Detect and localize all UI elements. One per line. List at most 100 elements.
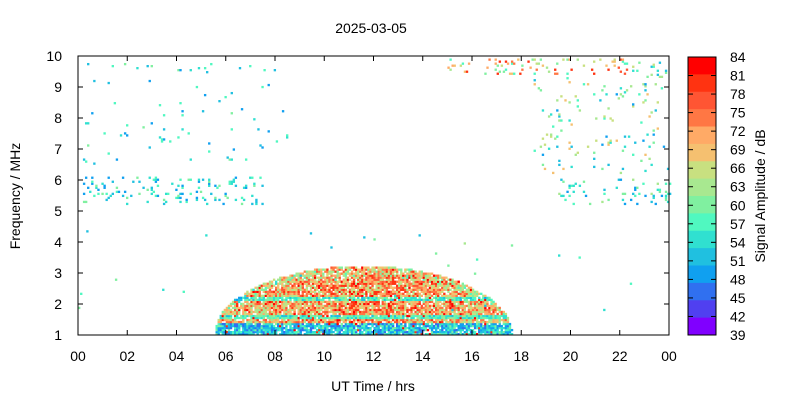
heatmap-cell: [498, 316, 501, 320]
heatmap-cell: [496, 320, 499, 324]
heatmap-cell: [350, 272, 354, 275]
heatmap-cell: [430, 298, 434, 302]
heatmap-cell: [484, 298, 487, 302]
heatmap-cell: [416, 276, 419, 279]
heatmap-cell: [636, 69, 639, 72]
heatmap-cell: [233, 316, 237, 320]
heatmap-cell: [293, 292, 296, 295]
heatmap-cell: [469, 304, 473, 308]
heatmap-cell: [414, 330, 417, 334]
heatmap-cell: [328, 270, 331, 273]
heatmap-cell: [478, 320, 481, 324]
heatmap-cell: [266, 332, 270, 336]
heatmap-cell: [664, 198, 668, 202]
heatmap-cell: [238, 330, 241, 334]
heatmap-cell: [455, 306, 458, 310]
heatmap-cell: [642, 83, 645, 86]
heatmap-cell: [311, 320, 315, 324]
heatmap-cell: [301, 286, 304, 289]
heatmap-cell: [313, 300, 317, 304]
heatmap-cell: [295, 292, 298, 295]
heatmap-cell: [346, 276, 350, 279]
heatmap-cell: [441, 312, 444, 316]
heatmap-cell: [187, 178, 190, 181]
heatmap-cell: [453, 314, 456, 318]
heatmap-cell: [332, 268, 335, 271]
heatmap-cell: [416, 288, 419, 291]
heatmap-cell: [623, 91, 627, 94]
heatmap-cell: [434, 310, 438, 314]
heatmap-cell: [233, 326, 237, 330]
heatmap-cell: [377, 284, 380, 287]
heatmap-cell: [254, 294, 257, 298]
heatmap-cell: [621, 198, 625, 202]
heatmap-cell: [451, 294, 454, 298]
heatmap-cell: [412, 306, 415, 310]
heatmap-cell: [379, 288, 382, 291]
heatmap-cell: [432, 320, 436, 324]
heatmap-cell: [279, 306, 282, 310]
heatmap-cell: [322, 276, 325, 279]
heatmap-cell: [664, 196, 668, 200]
heatmap-cell: [502, 330, 506, 334]
heatmap-cell: [254, 308, 257, 312]
heatmap-cell: [396, 268, 399, 271]
heatmap-cell: [398, 316, 401, 320]
heatmap-cell: [387, 324, 391, 328]
heatmap-cell: [238, 320, 241, 324]
heatmap-cell: [307, 322, 311, 326]
heatmap-cell: [476, 322, 479, 326]
heatmap-cell: [313, 308, 317, 312]
heatmap-cell: [320, 272, 323, 275]
heatmap-cell: [354, 298, 358, 302]
heatmap-cell: [305, 292, 309, 295]
heatmap-cell: [426, 292, 430, 295]
heatmap-cell: [293, 294, 296, 298]
heatmap-cell: [634, 186, 637, 189]
heatmap-cell: [357, 288, 360, 291]
heatmap-cell: [233, 318, 237, 322]
heatmap-cell: [393, 298, 397, 302]
heatmap-cell: [297, 302, 300, 306]
heatmap-cell: [367, 284, 370, 287]
heatmap-cell: [318, 270, 321, 273]
heatmap-cell: [508, 72, 512, 75]
heatmap-cell: [387, 332, 391, 336]
heatmap-cell: [387, 322, 391, 326]
heatmap-cell: [461, 286, 464, 289]
heatmap-cell: [422, 300, 425, 304]
heatmap-cell: [443, 308, 446, 312]
heatmap-cell: [391, 324, 395, 328]
heatmap-cell: [422, 316, 426, 320]
heatmap-cell: [416, 294, 419, 298]
heatmap-cell: [422, 312, 426, 316]
heatmap-cell: [219, 316, 222, 320]
colorbar-tick-label: 51: [730, 253, 746, 269]
heatmap-cell: [257, 128, 260, 131]
heatmap-cell: [252, 332, 255, 336]
heatmap-cell: [385, 276, 389, 279]
heatmap-cell: [318, 318, 321, 322]
heatmap-cell: [593, 157, 596, 160]
heatmap-cell: [451, 278, 454, 281]
heatmap-cell: [484, 316, 487, 320]
heatmap-cell: [603, 192, 606, 196]
heatmap-cell: [488, 330, 491, 334]
heatmap-cell: [365, 276, 368, 279]
heatmap-cell: [326, 276, 329, 279]
heatmap-cell: [297, 280, 300, 283]
heatmap-cell: [283, 322, 286, 326]
heatmap-cell: [309, 298, 313, 302]
heatmap-cell: [344, 282, 348, 285]
heatmap-cell: [252, 318, 255, 322]
heatmap-cell: [447, 326, 450, 330]
heatmap-cell: [560, 119, 563, 122]
heatmap-cell: [400, 270, 403, 273]
heatmap-cell: [486, 302, 489, 306]
heatmap-cell: [506, 328, 510, 332]
heatmap-cell: [305, 278, 309, 281]
heatmap-cell: [383, 300, 387, 304]
heatmap-cell: [502, 314, 506, 318]
heatmap-cell: [410, 274, 413, 277]
heatmap-cell: [311, 306, 315, 310]
